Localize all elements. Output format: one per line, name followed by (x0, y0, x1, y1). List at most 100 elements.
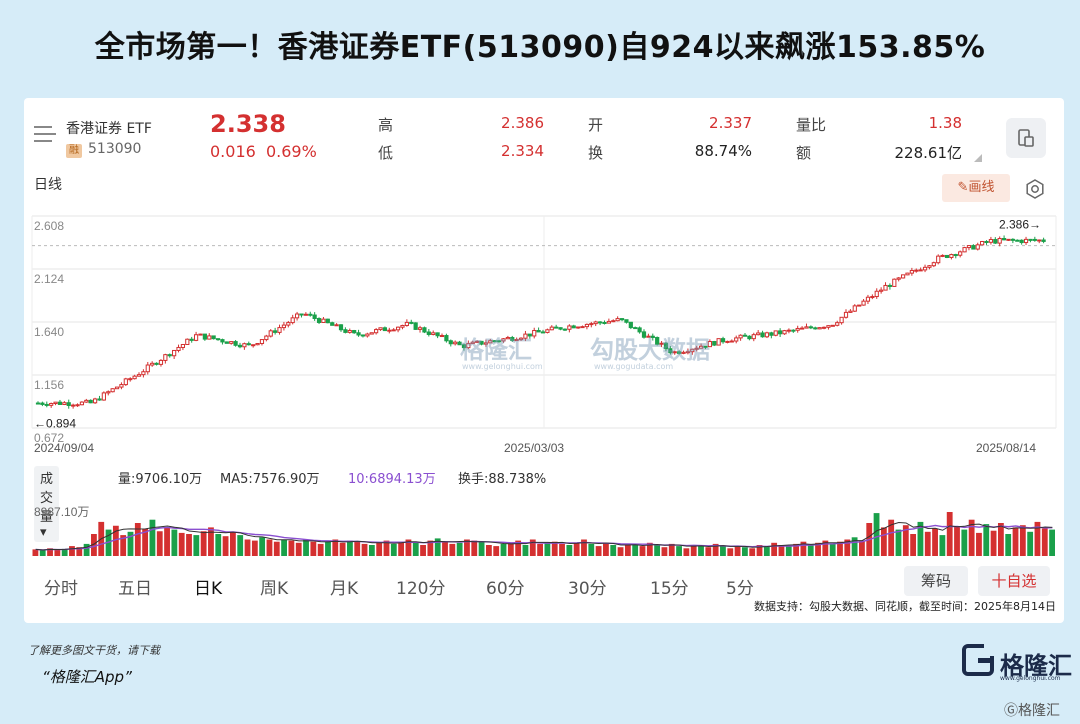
candle-body (229, 341, 234, 344)
candle-body (966, 245, 972, 249)
candle-body (518, 337, 524, 341)
candle-body (466, 343, 471, 349)
candle-body (751, 334, 756, 340)
candle-body (984, 240, 989, 243)
candle-body (668, 348, 673, 354)
volume-chart[interactable]: 8987.10万 (24, 506, 1064, 558)
period-tab-6[interactable]: 60分 (486, 579, 525, 599)
footer-prompt: 了解更多图文干货，请下载 (28, 644, 160, 657)
brand-logo: 格隆汇 www.gelonghui.com (962, 644, 1072, 682)
candle-body (237, 344, 243, 348)
volume-bar (478, 541, 485, 556)
period-tab-0[interactable]: 分时 (44, 579, 78, 599)
candle-body (532, 330, 537, 337)
candle-body (817, 327, 822, 330)
add-watchlist-button[interactable]: 十自选 (978, 566, 1050, 596)
candle-body (189, 338, 194, 341)
volume-bar (127, 531, 134, 556)
candle-body (483, 342, 489, 345)
period-tab-8[interactable]: 15分 (650, 579, 689, 599)
candle-body (650, 335, 655, 338)
candle-body (316, 318, 322, 323)
y-tick-label: 1.156 (34, 378, 64, 392)
period-label[interactable]: 日线 (34, 177, 62, 193)
candle-body (549, 326, 554, 331)
candle-body (453, 341, 458, 345)
period-tab-4[interactable]: 月K (330, 579, 359, 599)
candle-body (496, 340, 502, 343)
candle-body (198, 333, 203, 336)
volume-bar (259, 537, 266, 556)
volume-bar (1027, 531, 1034, 556)
candle-body (922, 266, 928, 271)
chip-distribution-button[interactable]: 筹码 (904, 566, 968, 596)
volume-bar (54, 549, 61, 556)
candle-body (510, 337, 515, 341)
candle-body (593, 321, 598, 325)
candle-body (602, 321, 607, 324)
volume-bar (142, 528, 149, 556)
volume-bar (851, 537, 858, 556)
candle-body (742, 334, 748, 337)
candle-body (848, 310, 853, 313)
low-annotation: ←0.894 (34, 417, 76, 431)
volume-bar (888, 519, 895, 556)
volume-bar (676, 546, 682, 556)
candle-body (457, 341, 462, 346)
period-tab-7[interactable]: 30分 (568, 579, 607, 599)
candle-body (562, 328, 568, 331)
candlestick-chart[interactable]: 2.608 2.124 1.640 1.156 0.672 2.386→ ←0.894 202… (24, 206, 1064, 461)
candle-body (255, 342, 260, 346)
volume-bar (288, 540, 295, 556)
screen-toggle-button[interactable] (1006, 118, 1046, 158)
dropdown-arrow-icon: ▾ (40, 525, 47, 540)
period-tab-3[interactable]: 周K (260, 579, 289, 599)
period-tab-5[interactable]: 120分 (396, 579, 446, 599)
volume-bar (1034, 521, 1041, 556)
candle-body (400, 324, 405, 328)
candle-body (101, 392, 106, 401)
candle-body (659, 342, 664, 345)
candle-body (655, 336, 660, 345)
volume-bar (522, 545, 529, 556)
volume-bar (500, 543, 507, 556)
volume-bar (47, 548, 53, 556)
candle-body (321, 318, 326, 323)
data-source: 数据支持：勾股大数据、同花顺，截至时间：2025年8月14日 (754, 600, 1056, 613)
volume-bar (610, 545, 617, 556)
candle-body (1023, 238, 1029, 244)
draw-line-label: 画线 (968, 180, 995, 195)
candle-body (387, 329, 392, 332)
candle-body (993, 239, 998, 244)
candle-body (145, 364, 150, 373)
period-tab-9[interactable]: 5分 (726, 579, 754, 599)
candle-body (681, 351, 686, 354)
candle-body (769, 332, 774, 336)
candle-body (865, 296, 871, 302)
candle-body (874, 290, 879, 298)
volume-bar (646, 542, 653, 556)
candle-body (233, 341, 238, 346)
menu-icon[interactable] (34, 126, 56, 144)
volume-indicator-select[interactable]: 成交量 ▾ (34, 466, 60, 542)
candle-body (251, 344, 256, 347)
y-tick-label: 0.672 (34, 431, 64, 445)
volume-bar (171, 529, 178, 556)
draw-line-button[interactable]: ✎画线 (942, 174, 1010, 202)
volume-bar (844, 539, 851, 556)
settings-icon[interactable] (1024, 178, 1046, 200)
period-tab-2[interactable]: 日K (194, 579, 223, 599)
x-axis-label: 2025/03/03 (504, 441, 564, 455)
volume-bar (690, 545, 697, 556)
volume-turnover-value: 换手:88.738% (458, 472, 547, 487)
period-tab-1[interactable]: 五日 (118, 579, 152, 599)
candle-body (1010, 238, 1015, 241)
volume-bar (178, 532, 185, 556)
volume-bar (1041, 528, 1048, 556)
y-tick-label: 2.124 (34, 272, 64, 286)
candle-body (409, 321, 414, 324)
candle-body (365, 333, 370, 337)
volume-bar (507, 542, 514, 556)
candle-body (492, 340, 497, 343)
candle-body (475, 340, 480, 343)
